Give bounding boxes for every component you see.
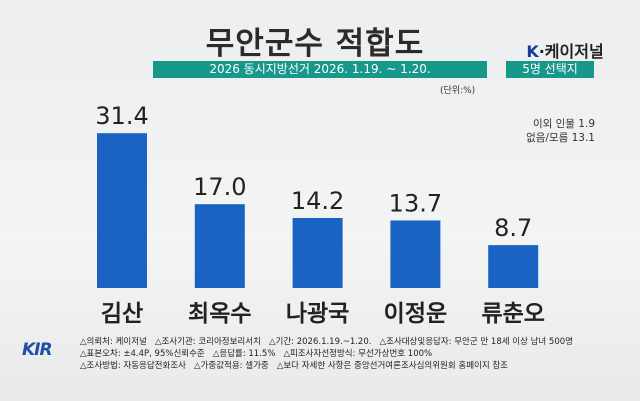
data-label: 17.0 — [193, 173, 246, 201]
footnote-line: △표본오차: ±4.4P, 95%신뢰수준 △응답률: 11.5% △피조사자선… — [80, 349, 433, 359]
survey-period-banner: 2026 동시지방선거 2026. 1.19. ~ 1.20. — [153, 61, 487, 78]
data-label: 8.7 — [494, 214, 532, 242]
category-label: 최옥수 — [188, 301, 251, 327]
survey-footnote: △의뢰처: 케이저널 △조사기관: 코리아정보리서치 △기간: 2026.1.1… — [80, 336, 573, 372]
bar-나광국 — [292, 217, 343, 288]
footnote-line: △조사방법: 자동응답전화조사 △가중값적용: 셀가중 △보다 자세한 사항은 … — [80, 361, 509, 371]
category-label: 류춘오 — [481, 301, 544, 327]
category-label: 김산 — [101, 301, 143, 327]
data-label: 14.2 — [291, 187, 344, 215]
bar-이정운 — [390, 220, 441, 288]
bar-김산 — [97, 133, 147, 288]
data-label: 31.4 — [95, 102, 148, 130]
other-person-value: 이외 인물 1.9 — [532, 118, 595, 130]
category-label: 이정운 — [384, 301, 447, 327]
choice-count-badge: 5명 선택지 — [506, 61, 594, 78]
footnote-line: △의뢰처: 케이저널 △조사기관: 코리아정보리서치 △기간: 2026.1.1… — [80, 337, 573, 347]
none-unknown-value: 없음/모름 13.1 — [526, 132, 595, 144]
other-responses: 이외 인물 1.9 없음/모름 13.1 — [500, 117, 595, 145]
data-label: 13.7 — [389, 189, 442, 217]
brand-logo: K·케이저널 — [526, 42, 604, 61]
kir-logo: KIR — [22, 340, 53, 360]
unit-label: (단위:%) — [440, 86, 476, 96]
page-title: 무안군수 적합도 — [205, 26, 425, 62]
category-label: 나광국 — [286, 301, 349, 327]
bar-류춘오 — [488, 245, 539, 288]
bar-최옥수 — [194, 204, 245, 288]
